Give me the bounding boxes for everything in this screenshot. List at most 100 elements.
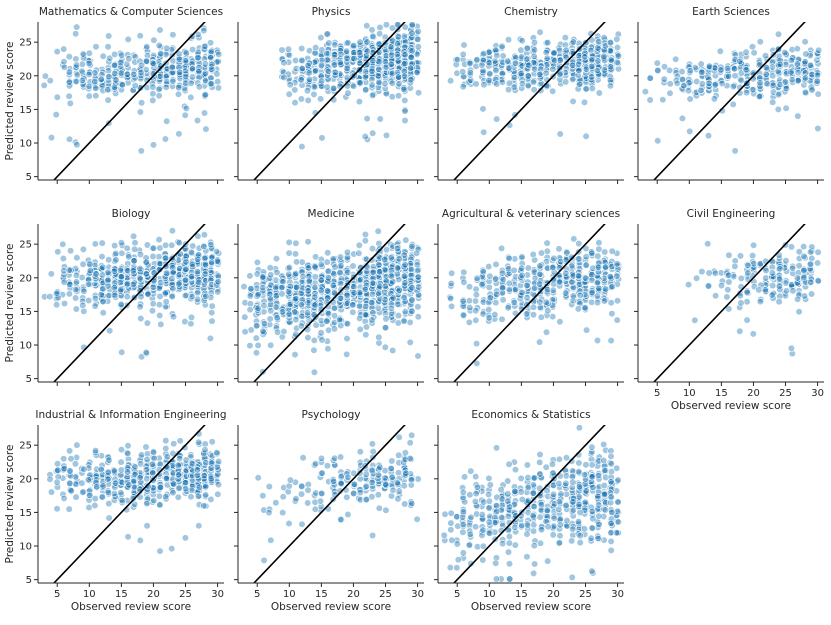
data-point	[686, 128, 693, 135]
data-point	[156, 493, 163, 500]
data-point	[149, 461, 156, 468]
data-point	[106, 515, 113, 522]
data-point	[253, 322, 260, 329]
data-point	[267, 272, 274, 279]
data-point	[201, 43, 208, 50]
data-point	[364, 48, 371, 55]
data-point	[208, 496, 215, 503]
data-point	[215, 85, 222, 92]
data-point	[72, 286, 79, 293]
data-point	[376, 334, 383, 341]
data-point	[589, 289, 596, 296]
data-point	[201, 503, 208, 510]
data-point	[281, 74, 288, 81]
data-point	[273, 255, 280, 262]
data-point	[608, 337, 615, 344]
data-point	[73, 78, 80, 85]
data-point	[581, 99, 588, 106]
data-point	[712, 270, 719, 277]
x-tick-label: 20	[147, 589, 160, 600]
data-point	[170, 286, 177, 293]
data-point	[809, 87, 816, 94]
data-point	[414, 516, 421, 523]
data-point	[118, 239, 125, 246]
data-point	[498, 245, 505, 252]
data-point	[73, 494, 80, 501]
data-point	[681, 82, 688, 89]
data-point	[801, 267, 808, 274]
data-point	[137, 109, 144, 116]
data-point	[113, 250, 120, 257]
data-point	[544, 39, 551, 46]
data-point	[350, 490, 357, 497]
data-point	[92, 447, 99, 454]
data-point	[351, 55, 358, 62]
data-point	[170, 78, 177, 85]
data-point	[607, 63, 614, 70]
data-point	[54, 94, 61, 101]
data-point	[383, 21, 390, 28]
data-point	[188, 493, 195, 500]
data-point	[809, 255, 816, 262]
data-point	[783, 288, 790, 295]
data-point	[279, 47, 286, 54]
data-point	[132, 464, 139, 471]
data-point	[402, 60, 409, 67]
data-point	[196, 279, 203, 286]
data-point	[460, 312, 467, 319]
data-point	[794, 296, 801, 303]
data-point	[363, 471, 370, 478]
data-point	[782, 49, 789, 56]
data-point	[281, 328, 288, 335]
data-point	[737, 58, 744, 65]
data-point	[163, 475, 170, 482]
data-point	[111, 70, 118, 77]
data-point	[79, 68, 86, 75]
data-point	[138, 69, 145, 76]
data-point	[324, 31, 331, 38]
data-point	[118, 446, 125, 453]
data-point	[530, 312, 537, 319]
data-point	[183, 105, 190, 112]
data-point	[743, 89, 750, 96]
data-point	[499, 316, 506, 323]
data-point	[395, 34, 402, 41]
data-point	[609, 248, 616, 255]
data-point	[255, 475, 262, 482]
data-point	[487, 294, 494, 301]
data-point	[138, 62, 145, 69]
data-point	[213, 248, 220, 255]
data-point	[100, 310, 107, 317]
data-point	[325, 68, 332, 75]
data-point	[143, 259, 150, 266]
data-point	[743, 66, 750, 73]
data-point	[569, 279, 576, 286]
data-point	[66, 448, 73, 455]
data-point	[268, 537, 275, 544]
data-point	[788, 69, 795, 76]
data-point	[286, 271, 293, 278]
data-point	[544, 55, 551, 62]
data-point	[132, 240, 139, 247]
data-point	[409, 297, 416, 304]
y-tick-label: 10	[19, 139, 32, 150]
data-point	[537, 29, 544, 36]
data-point	[583, 262, 590, 269]
data-point	[654, 137, 661, 144]
data-point	[164, 78, 171, 85]
data-point	[654, 60, 661, 67]
data-point	[672, 56, 679, 63]
data-point	[157, 548, 164, 555]
data-point	[214, 289, 221, 296]
data-point	[519, 254, 526, 261]
data-point	[255, 342, 262, 349]
data-point	[195, 493, 202, 500]
data-point	[460, 51, 467, 58]
data-point	[473, 340, 480, 347]
data-point	[150, 253, 157, 260]
data-point	[287, 82, 294, 89]
data-point	[480, 106, 487, 113]
data-point	[150, 84, 157, 91]
